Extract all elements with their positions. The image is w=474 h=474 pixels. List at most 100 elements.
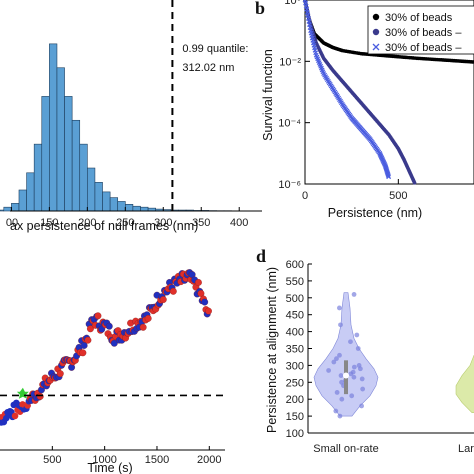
y-tick-label: 10⁻⁶ — [278, 179, 301, 191]
histogram-bar — [3, 206, 12, 212]
violin-point — [337, 413, 343, 419]
data-point — [11, 412, 19, 420]
x-tick-label: 2000 — [197, 454, 221, 466]
panel-b-survival: 10⁰ 10⁻² 10⁻⁴ 10⁻⁶ 0 500 b Survival function… — [255, 0, 474, 220]
legend-label: 30% of beads — [385, 12, 453, 24]
panel-c-timetrace: 500 1000 1500 2000 Time (s) — [0, 269, 225, 474]
x-tick-label: 400 — [230, 217, 248, 229]
panel-b-x-axis-label: Persistence (nm) — [328, 206, 422, 220]
x-tick-label: 300 — [154, 217, 172, 229]
violin-point — [337, 352, 342, 358]
panel-c-x-axis-label: Time (s) — [87, 461, 132, 474]
data-point — [194, 278, 202, 286]
x-tick-label: 0 — [302, 190, 308, 202]
y-tick-label: 150 — [286, 411, 304, 423]
data-point — [144, 314, 152, 322]
histogram-bar — [132, 205, 141, 212]
violin-point — [351, 374, 357, 380]
panel-a-histogram: 00 150 200 250 300 350 400 0.99 quantile: 312.… — [0, 0, 262, 233]
data-point — [98, 325, 106, 333]
violin-point — [339, 396, 345, 402]
data-point — [412, 180, 417, 185]
data-point — [169, 287, 177, 295]
panel-b-y-axis-label: Survival function — [261, 49, 275, 141]
data-point — [385, 172, 391, 178]
x-tick-label: 200 — [78, 217, 96, 229]
histogram-bar — [109, 197, 119, 212]
category-label-2: Lar — [458, 443, 474, 455]
panel-a-x-axis-label: ax persistence of null frames (nm) — [10, 219, 198, 233]
legend-label: 30% of beads – — [385, 27, 462, 39]
panel-d-label: d — [256, 246, 266, 266]
histogram-bar — [49, 43, 58, 212]
histogram-bar — [102, 191, 111, 212]
y-tick-label: 300 — [286, 360, 304, 372]
histogram-bar — [79, 143, 88, 212]
data-point — [386, 174, 392, 180]
y-tick-label: 600 — [286, 259, 304, 271]
violin-point — [348, 339, 353, 345]
histogram-bar — [26, 172, 35, 212]
data-point — [94, 312, 102, 320]
histogram-bar — [125, 204, 134, 212]
legend-box — [367, 5, 474, 55]
legend-marker — [372, 43, 380, 51]
violin-point — [351, 364, 357, 370]
violin-point — [350, 369, 356, 375]
y-tick-label: 350 — [286, 344, 304, 356]
violin-point — [356, 363, 362, 368]
legend-marker — [372, 13, 380, 21]
data-point — [201, 298, 209, 306]
histogram-bar — [56, 67, 65, 212]
histogram-bar — [71, 119, 81, 212]
histogram-bar — [117, 201, 126, 212]
violin-large-on-rate — [455, 354, 474, 414]
x-tick-label: 1500 — [145, 454, 169, 466]
histogram-bar — [41, 96, 50, 212]
violin-point — [360, 386, 366, 392]
violin-small-on-rate — [313, 292, 379, 417]
data-point — [105, 322, 113, 330]
data-point — [86, 325, 94, 333]
x-tick-label: 1000 — [92, 454, 116, 466]
violin-point — [338, 322, 343, 328]
panel-d-y-axis-label: Persistence at alignment (nm) — [265, 267, 279, 433]
series-3 — [302, 0, 392, 180]
quantile-annotation-label: 0.99 quantile: — [182, 43, 248, 55]
violin-point — [326, 368, 332, 373]
violin-point — [337, 305, 342, 311]
series-1 — [303, 0, 474, 64]
violin-point — [338, 373, 344, 378]
x-tick-label: 150 — [40, 217, 58, 229]
violin-point — [351, 292, 357, 297]
data-point — [159, 296, 167, 304]
histogram-bar — [33, 143, 43, 212]
violin-point — [331, 359, 337, 365]
y-tick-label: 10⁻² — [279, 56, 301, 68]
histogram-bar — [140, 206, 149, 212]
histogram-bar — [64, 96, 73, 212]
panel-d-violins: d 100 150 200 250 300 350 400 450 500 550 600 Pers… — [256, 246, 474, 455]
x-tick-label: 250 — [116, 217, 134, 229]
legend-label: 30% of beads – — [385, 42, 462, 54]
x-tick-label: 500 — [389, 190, 407, 202]
quantile-annotation-value: 312.02 nm — [182, 62, 234, 74]
y-tick-label: 450 — [286, 310, 304, 322]
histogram-bar — [11, 203, 20, 212]
y-tick-label: 550 — [286, 276, 304, 288]
x-tick-label: 00 — [6, 217, 18, 229]
violin-point — [359, 376, 365, 382]
violin-median — [343, 372, 349, 379]
panel-b-plot-area — [304, 0, 474, 185]
panel-b-label: b — [255, 0, 265, 18]
histogram-bar — [18, 189, 27, 212]
data-point — [79, 349, 87, 357]
x-tick-label: 350 — [192, 217, 210, 229]
violin-point — [354, 332, 360, 338]
y-tick-label: 200 — [286, 394, 304, 406]
violin-point — [355, 346, 361, 351]
violin-point — [334, 356, 339, 362]
data-point — [205, 307, 212, 315]
category-label-1: Small on-rate — [313, 443, 378, 455]
histogram-bar — [87, 167, 96, 212]
